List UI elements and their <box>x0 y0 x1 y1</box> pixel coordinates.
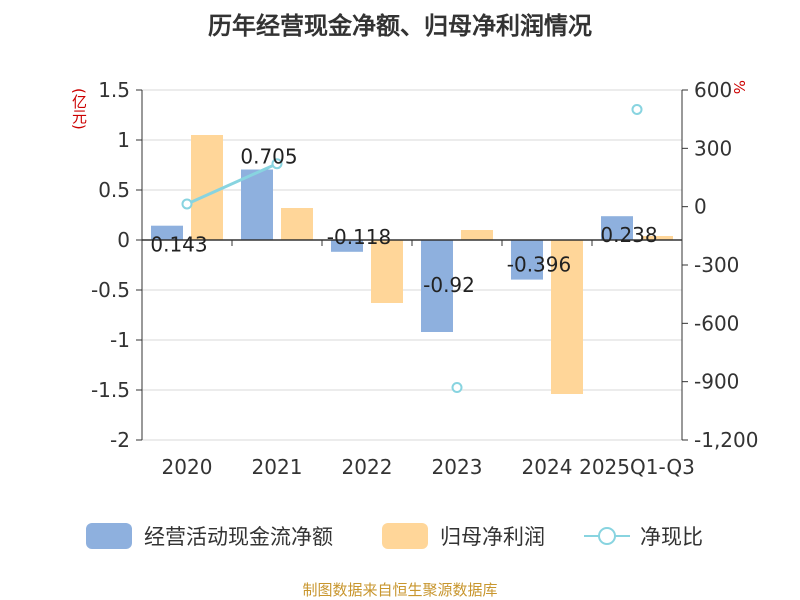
data-labels: 0.143 0.705 -0.118 -0.92 -0.396 0.238 <box>150 145 657 298</box>
left-axis-tick-label: 1 <box>117 128 130 152</box>
left-axis-tick-label: 1.5 <box>98 78 130 102</box>
ratio-point <box>631 103 643 115</box>
right-axis-tick-label: -900 <box>694 370 739 394</box>
right-axis-tick-label: 300 <box>694 136 732 160</box>
bar-profit <box>551 240 583 394</box>
bars <box>151 135 673 394</box>
right-axis-tick-label: -1,200 <box>694 428 758 452</box>
bar-profit <box>191 135 223 240</box>
left-axis-tick-label: 0 <box>117 228 130 252</box>
x-axis-tick-label: 2021 <box>252 455 303 479</box>
bar-profit <box>461 230 493 240</box>
x-axis-tick-label: 2025Q1-Q3 <box>579 455 695 479</box>
bar-profit <box>371 240 403 303</box>
cash-data-label: 0.238 <box>600 223 657 247</box>
cash-data-label: -0.396 <box>507 253 571 277</box>
legend: 经营活动现金流净额 归母净利润 净现比 <box>0 518 800 554</box>
left-axis-tick-label: -2 <box>110 428 130 452</box>
legend-item-profit[interactable]: 归母净利润 <box>382 518 545 554</box>
bar-cash <box>331 240 363 252</box>
legend-item-cash[interactable]: 经营活动现金流净额 <box>86 518 333 554</box>
left-axis-tick-label: 0.5 <box>98 178 130 202</box>
tick-labels: 1.5 1 0.5 0 -0.5 -1 -1.5 -2 600 300 0 -300 -600 -900 -… <box>91 78 759 479</box>
bar-profit <box>641 236 673 240</box>
ratio-point <box>181 198 193 210</box>
ratio-point <box>271 158 283 170</box>
bar-cash <box>151 225 183 240</box>
ratio-point <box>451 382 463 393</box>
left-axis-unit: (亿元) <box>70 88 88 130</box>
legend-label-cash: 经营活动现金流净额 <box>144 525 333 549</box>
bar-cash <box>421 240 453 332</box>
legend-swatch-cash <box>86 523 132 549</box>
right-axis-tick-label: 600 <box>694 78 732 102</box>
axes <box>136 89 688 441</box>
cash-data-label: -0.118 <box>327 225 391 249</box>
legend-item-ratio[interactable]: 净现比 <box>584 518 703 554</box>
legend-swatch-ratio <box>584 523 630 549</box>
x-axis-tick-label: 2023 <box>432 455 483 479</box>
left-axis-tick-label: -0.5 <box>91 278 130 302</box>
bar-cash <box>241 169 273 240</box>
x-axis-tick-label: 2024 <box>522 455 573 479</box>
left-axis-tick-label: -1 <box>110 328 130 352</box>
bar-profit <box>281 208 313 240</box>
x-axis-tick-label: 2020 <box>162 455 213 479</box>
right-axis-tick-label: 0 <box>694 195 707 219</box>
x-axis-tick-label: 2022 <box>342 455 393 479</box>
cash-data-label: 0.705 <box>240 145 297 169</box>
bar-cash <box>511 240 543 280</box>
legend-label-profit: 归母净利润 <box>440 525 545 549</box>
legend-swatch-profit <box>382 523 428 549</box>
right-axis-tick-label: -300 <box>694 253 739 277</box>
bar-cash <box>601 216 633 240</box>
ratio-line <box>181 103 643 393</box>
legend-label-ratio: 净现比 <box>640 525 703 549</box>
chart-title: 历年经营现金净额、归母净利润情况 <box>208 12 592 40</box>
left-axis-tick-label: -1.5 <box>91 378 130 402</box>
right-axis-tick-label: -600 <box>694 311 739 335</box>
cash-data-label: 0.143 <box>150 233 207 257</box>
data-source: 制图数据来自恒生聚源数据库 <box>302 581 498 599</box>
ratio-line-segment <box>186 162 278 206</box>
cash-data-label: -0.92 <box>423 273 475 297</box>
